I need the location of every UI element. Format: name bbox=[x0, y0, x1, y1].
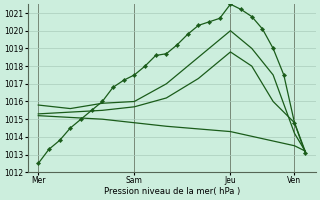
X-axis label: Pression niveau de la mer( hPa ): Pression niveau de la mer( hPa ) bbox=[104, 187, 240, 196]
